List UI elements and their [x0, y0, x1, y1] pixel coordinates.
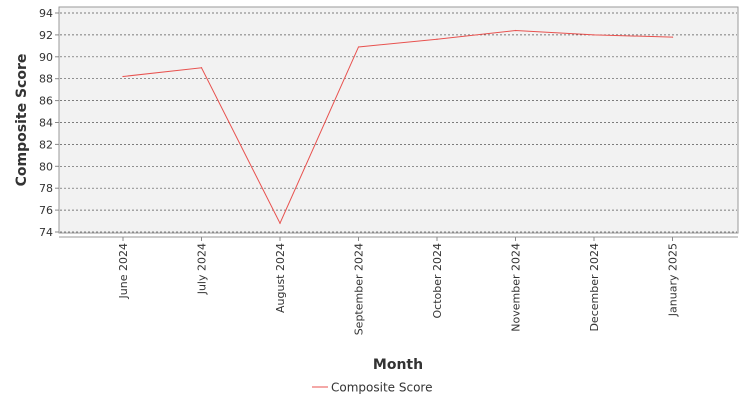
data-point [200, 67, 203, 69]
data-point [279, 222, 281, 224]
data-point [514, 29, 517, 32]
y-tick-label: 86 [39, 95, 53, 108]
x-axis-title: Month [373, 357, 423, 373]
x-axis: June 2024 July 2024 August 2024 September 2… [59, 236, 738, 335]
data-point [122, 75, 124, 78]
data-point [357, 46, 360, 48]
y-tick-label: 94 [39, 7, 53, 20]
legend: Composite Score [312, 381, 432, 395]
y-tick-label: 78 [39, 182, 53, 195]
x-tick-label: November 2024 [510, 243, 523, 332]
y-tick-label: 90 [39, 51, 53, 64]
y-tick-label: 76 [39, 204, 53, 217]
y-tick-label: 88 [39, 73, 53, 86]
x-tick-label: June 2024 [117, 243, 130, 299]
x-tick-label: July 2024 [196, 243, 209, 295]
gridlines [60, 12, 737, 233]
x-tick-label: December 2024 [588, 243, 601, 332]
y-tick-label: 84 [39, 117, 53, 130]
x-tick-label: January 2025 [667, 243, 680, 317]
data-point [593, 34, 595, 36]
x-tick-label: September 2024 [353, 243, 366, 335]
y-tick-label: 82 [39, 138, 53, 151]
x-tick-label: October 2024 [431, 243, 444, 319]
plot-area-frame [58, 6, 739, 234]
y-axis: 74 76 78 80 82 84 86 88 90 92 94 [39, 7, 59, 239]
y-tick-label: 74 [39, 226, 53, 239]
data-point [671, 36, 674, 38]
series-line-composite-score [122, 30, 673, 225]
data-point [436, 38, 438, 40]
legend-label-composite-score: Composite Score [331, 381, 432, 395]
y-tick-label: 92 [39, 29, 53, 42]
series-layer [122, 29, 674, 225]
y-tick-label: 80 [39, 160, 53, 173]
x-tick-label: August 2024 [274, 243, 287, 313]
y-axis-title: Composite Score [14, 54, 30, 187]
